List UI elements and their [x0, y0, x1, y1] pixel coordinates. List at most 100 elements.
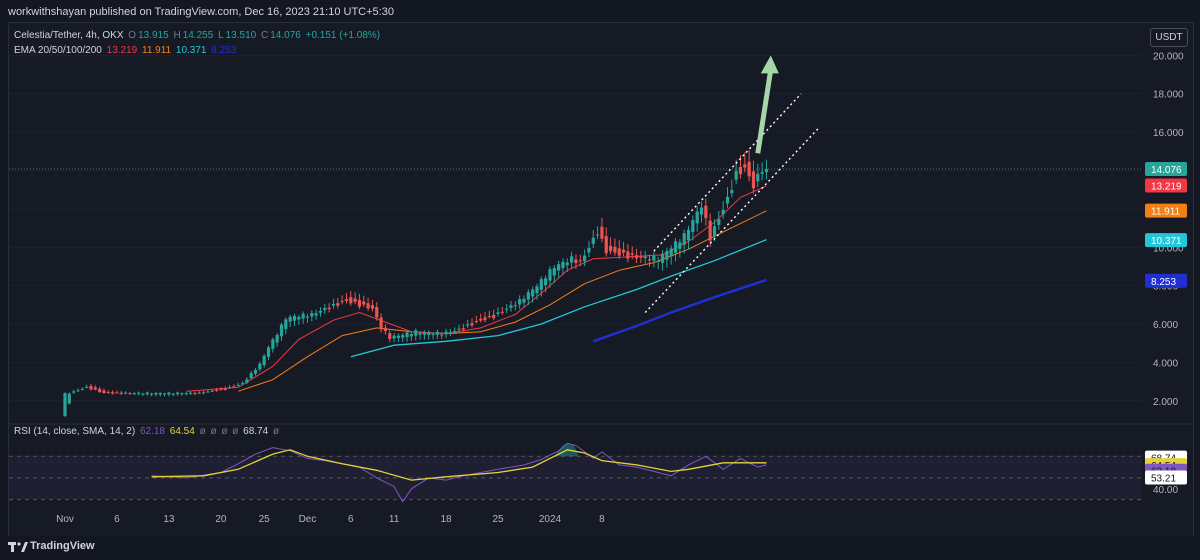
- candle: [505, 308, 509, 310]
- candle: [262, 355, 266, 365]
- candle: [349, 297, 353, 304]
- ohlc-legend: Celestia/Tether, 4h, OKX O 13.915 H 14.255…: [14, 30, 381, 41]
- candle: [353, 298, 357, 302]
- candle: [128, 393, 132, 395]
- candle: [474, 320, 478, 322]
- candle: [85, 386, 89, 388]
- candle: [219, 389, 223, 391]
- currency-button[interactable]: USDT: [1150, 28, 1188, 47]
- rsi-sma-line: [151, 449, 767, 481]
- candle: [383, 327, 388, 332]
- candle: [206, 391, 210, 393]
- candle: [751, 171, 756, 189]
- candle: [249, 373, 253, 379]
- candle: [392, 335, 396, 339]
- trend-arrow-shaft: [755, 68, 774, 154]
- ema-label: EMA 20/50/100/200: [14, 45, 102, 56]
- price-tick-8: 18.000: [1153, 90, 1184, 101]
- price-tick-4: 10.000: [1153, 243, 1184, 254]
- candle: [245, 379, 249, 383]
- candle: [327, 307, 331, 310]
- ema20-value: 13.219: [106, 45, 138, 56]
- candle: [444, 331, 448, 335]
- candle: [518, 299, 522, 305]
- rsi-label: RSI (14, close, SMA, 14, 2): [14, 426, 136, 437]
- candle: [340, 301, 344, 303]
- price-tick-1: 4.000: [1153, 358, 1178, 369]
- time-tick-9: 25: [492, 514, 504, 525]
- candle: [305, 316, 310, 318]
- candle: [297, 317, 301, 320]
- price-chart[interactable]: 2.0004.0006.0008.00010.00012.00014.00016…: [0, 0, 1200, 536]
- candle: [561, 261, 565, 269]
- candle: [678, 242, 682, 249]
- publisher-caption: workwithshayan published on TradingView.…: [8, 6, 394, 18]
- candle: [760, 172, 764, 174]
- candle: [240, 383, 245, 385]
- price-tag-2: 11.911: [1151, 207, 1181, 218]
- candle: [492, 314, 496, 319]
- candle: [271, 339, 275, 349]
- candle: [544, 278, 548, 286]
- time-tick-11: 8: [599, 514, 605, 525]
- candle: [188, 392, 193, 394]
- candle: [583, 255, 587, 262]
- rsi-tag-3: 53.21: [1151, 473, 1176, 484]
- candle: [214, 389, 219, 391]
- candle: [266, 347, 271, 357]
- rsi-extra-4: 68.74: [243, 426, 269, 437]
- candle: [405, 332, 409, 338]
- price-tick-7: 16.000: [1153, 128, 1184, 139]
- price-tag-bg-4: [1145, 273, 1187, 288]
- candle: [318, 310, 323, 313]
- candle: [500, 311, 504, 313]
- candle: [431, 334, 435, 336]
- candle: [418, 333, 422, 335]
- price-tick-0: 2.000: [1153, 397, 1178, 408]
- candle: [578, 260, 582, 262]
- candle: [656, 260, 660, 262]
- candle: [357, 299, 362, 307]
- tradingview-logo-icon: [8, 542, 28, 552]
- candle: [466, 324, 470, 326]
- candle: [712, 226, 717, 236]
- time-tick-8: 18: [440, 514, 452, 525]
- candle: [522, 298, 526, 303]
- price-tag-1: 13.219: [1151, 181, 1182, 192]
- candle: [175, 392, 180, 395]
- rsi-extra-1: ø: [210, 426, 217, 437]
- rsi-sma-value: 64.54: [169, 426, 195, 437]
- candle: [279, 324, 284, 337]
- ema200-line: [592, 278, 767, 343]
- candle: [665, 251, 669, 260]
- time-tick-0: Nov: [56, 514, 74, 525]
- candle: [275, 334, 279, 343]
- candle: [379, 317, 383, 330]
- candle: [370, 305, 375, 309]
- time-tick-5: Dec: [299, 514, 317, 525]
- candle: [236, 384, 240, 386]
- candle: [448, 332, 452, 334]
- candle: [734, 170, 738, 180]
- candle: [574, 259, 578, 264]
- candle: [743, 164, 747, 168]
- candle: [669, 248, 673, 257]
- candle: [453, 331, 457, 333]
- candle: [717, 219, 721, 225]
- candle: [673, 241, 678, 253]
- candle: [643, 256, 647, 258]
- ema100-value: 10.371: [175, 45, 207, 56]
- candle: [76, 390, 80, 392]
- rsi-extra-5: ø: [272, 426, 280, 437]
- channel-line-1: [653, 93, 802, 252]
- candle: [621, 249, 626, 253]
- rsi-legend: RSI (14, close, SMA, 14, 2) 62.18 64.54 …: [14, 426, 281, 437]
- price-tick-9: 20.000: [1153, 51, 1184, 62]
- candle: [548, 269, 552, 281]
- candle: [595, 234, 600, 236]
- tradingview-brand: TradingView: [30, 540, 95, 552]
- rsi-extra-2: ø: [221, 426, 228, 437]
- footer-bar: [0, 536, 1200, 560]
- candle: [600, 226, 604, 239]
- candle: [375, 307, 379, 318]
